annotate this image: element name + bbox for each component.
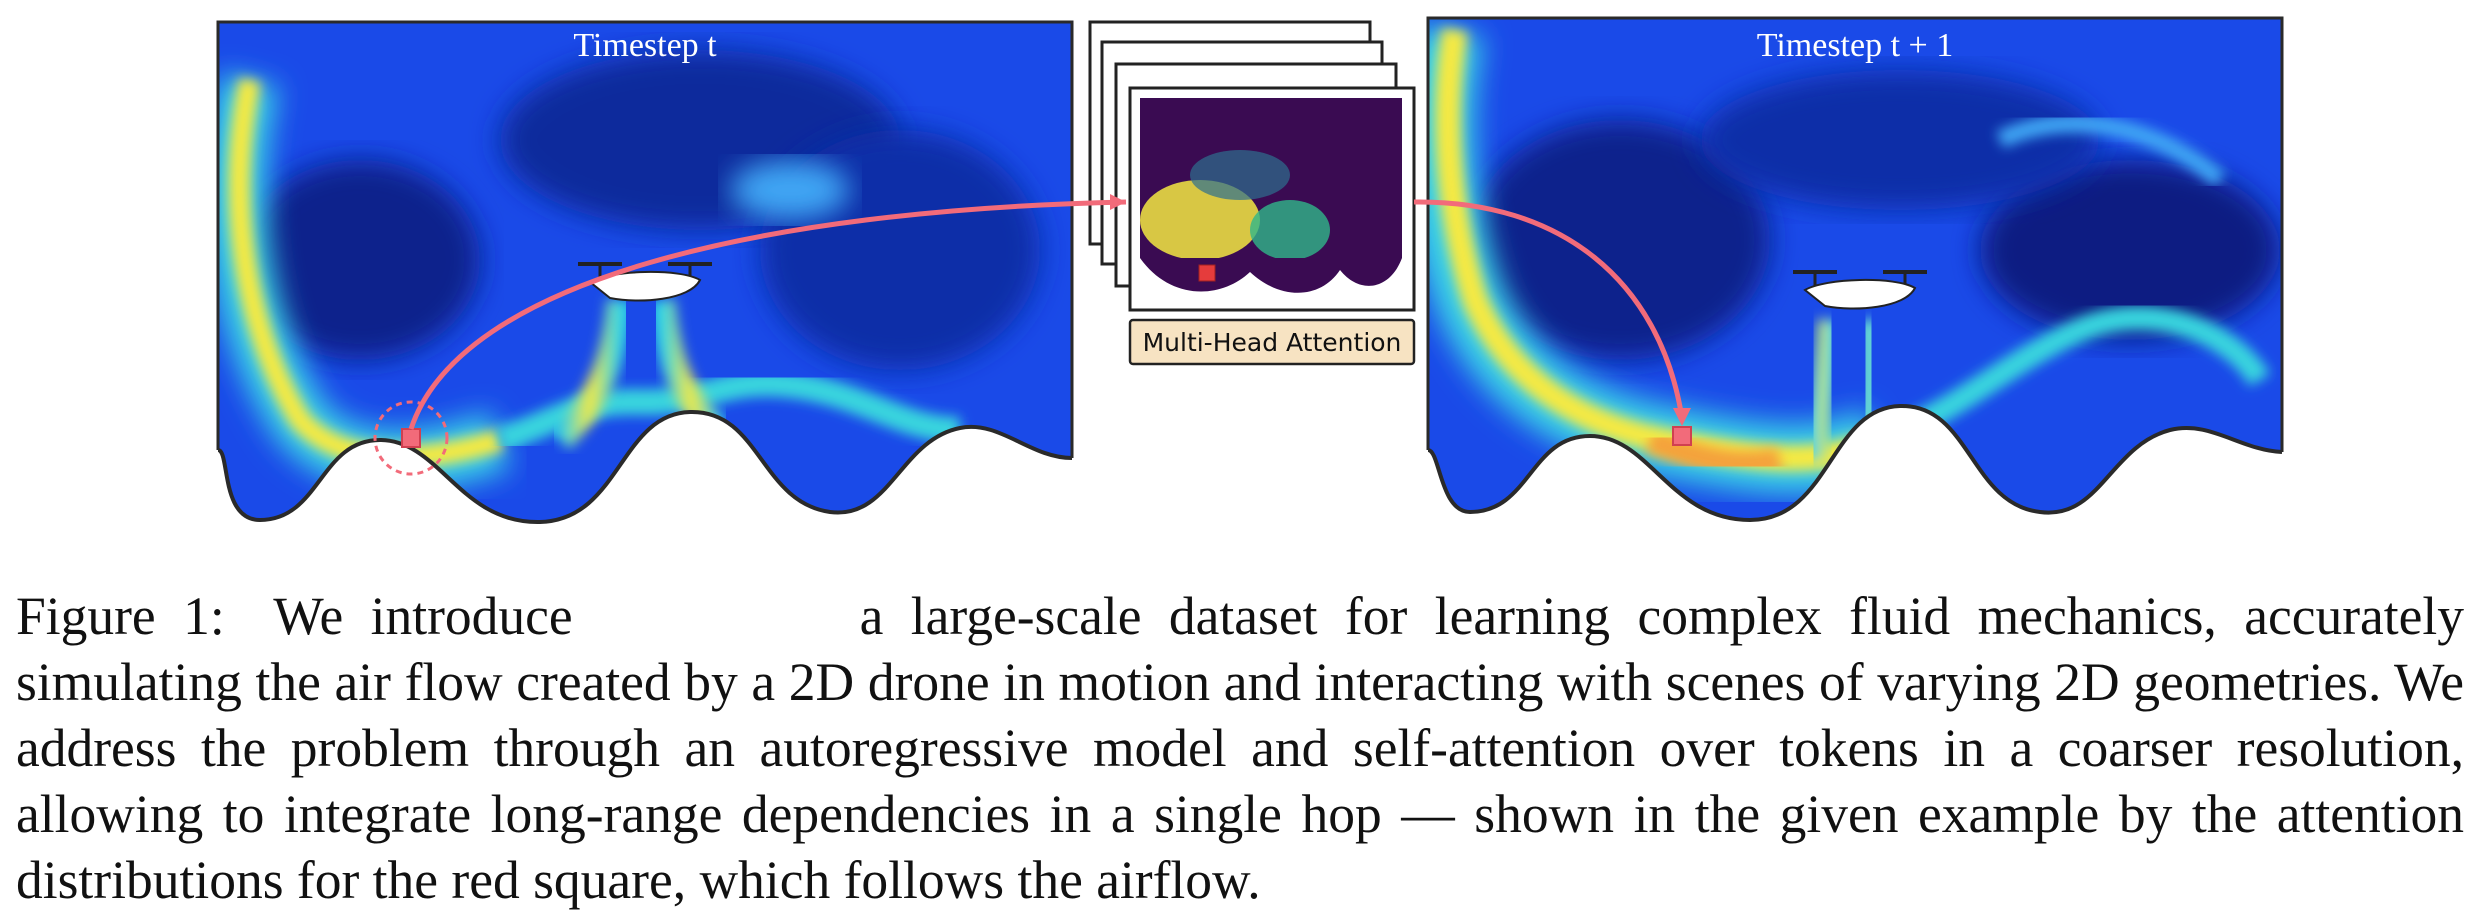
left-terrain-outline (217, 409, 1073, 525)
left-drone-icon (578, 262, 712, 302)
attention-label-box (1128, 318, 1416, 366)
caption-intro: We introduce (273, 586, 573, 646)
right-flow-panel: Timestep t + 1 (1426, 16, 2284, 523)
right-drone-icon (1793, 270, 1927, 310)
figure-illustration: Timestep t Multi-Head Attention (216, 16, 2284, 525)
right-terrain-outline (1427, 403, 2283, 523)
left-red-square (401, 428, 421, 448)
right-red-square (1672, 426, 1692, 446)
arrow-to-next-timestep (1413, 199, 1685, 419)
attention-arrows (408, 194, 1691, 430)
left-red-square-highlight (373, 400, 449, 476)
attention-stack: Multi-Head Attention (1088, 20, 1416, 366)
caption-label: Figure 1: (16, 586, 225, 646)
attention-label: Multi-Head Attention (1143, 328, 1402, 357)
figure-caption: Figure 1: We introduce a large-scale dat… (16, 583, 2464, 913)
caption-body: a large-scale dataset for learning compl… (16, 586, 2465, 910)
arrow-to-attention (408, 199, 1127, 430)
left-flow-panel: Timestep t (216, 20, 1074, 525)
left-panel-title: Timestep t (573, 27, 717, 64)
right-panel-title: Timestep t + 1 (1757, 27, 1953, 64)
attention-map-front (1128, 86, 1416, 312)
